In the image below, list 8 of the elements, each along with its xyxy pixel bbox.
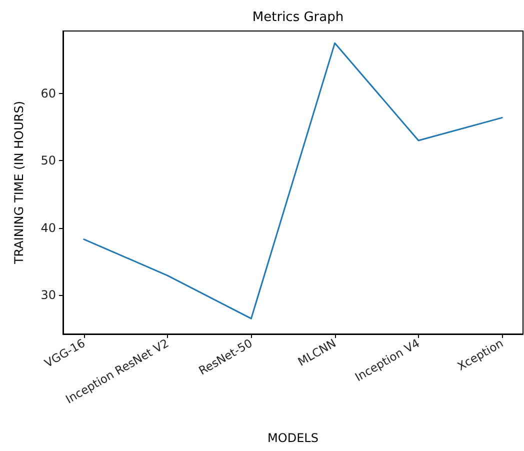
y-axis-title: TRAINING TIME (IN HOURS) (12, 100, 26, 266)
y-tick-label: 40 (40, 220, 56, 235)
chart-title: Metrics Graph (252, 10, 344, 25)
y-tick-label: 30 (40, 288, 56, 302)
x-axis-title: MODELS (268, 431, 318, 445)
y-tick-label: 50 (40, 154, 56, 168)
y-tick-label: 60 (40, 86, 56, 100)
line-series (83, 42, 503, 320)
